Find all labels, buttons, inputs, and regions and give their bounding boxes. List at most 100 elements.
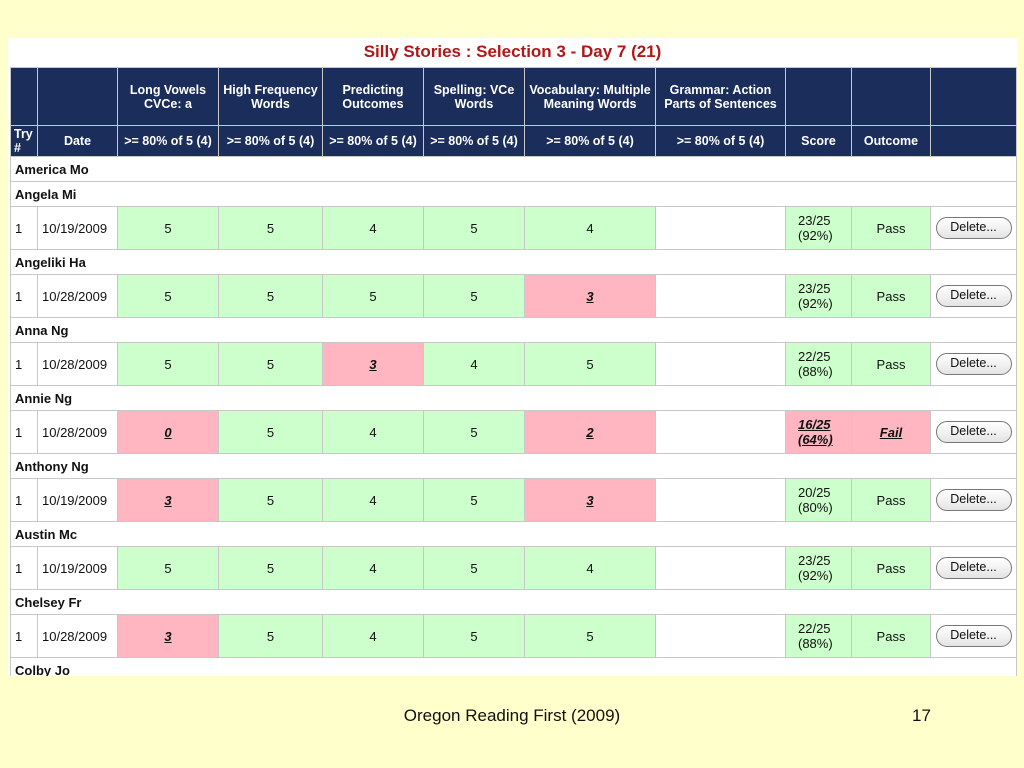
score-fraction: 22/25 — [798, 621, 831, 636]
skill-score-cell: 4 — [322, 546, 424, 590]
outcome-header: Outcome — [851, 125, 931, 157]
skill-score-cell: 5 — [423, 478, 525, 522]
student-name-row: Chelsey Fr — [10, 589, 1017, 615]
skill-score-cell — [655, 546, 786, 590]
attempt-date: 10/28/2009 — [37, 274, 118, 318]
student-name-row: Angela Mi — [10, 181, 1017, 207]
student-name: Austin Mc — [10, 521, 1017, 547]
actions-cell: Delete... — [930, 206, 1017, 250]
skill-score-cell: 5 — [218, 274, 323, 318]
skill-score-cell: 5 — [218, 546, 323, 590]
skill-score-cell: 4 — [322, 206, 424, 250]
skill-score-cell: 0 — [117, 410, 219, 454]
criteria-header: >= 80% of 5 (4) — [655, 125, 786, 157]
report-title: Silly Stories : Selection 3 - Day 7 (21) — [8, 38, 1017, 68]
score-percent: (80%) — [798, 500, 833, 515]
skill-score-cell — [655, 614, 786, 658]
skill-score-cell — [655, 478, 786, 522]
skill-header-high-frequency: High Frequency Words — [218, 67, 323, 126]
outcome-cell: Pass — [851, 478, 931, 522]
attempt-row: 1 10/19/2009 5 5 4 5 4 23/25 (92%) Pass Delete... — [10, 206, 1017, 250]
criteria-header: >= 80% of 5 (4) — [322, 125, 424, 157]
student-name-row: Anthony Ng — [10, 453, 1017, 479]
total-score-cell: 23/25 (92%) — [785, 206, 852, 250]
try-number: 1 — [10, 478, 38, 522]
skill-score-cell: 5 — [423, 274, 525, 318]
actions-cell: Delete... — [930, 342, 1017, 386]
student-name: Annie Ng — [10, 385, 1017, 411]
page-number: 17 — [912, 706, 931, 725]
delete-button[interactable]: Delete... — [935, 217, 1012, 239]
skill-header-predicting: Predicting Outcomes — [322, 67, 424, 126]
actions-cell: Delete... — [930, 274, 1017, 318]
delete-button[interactable]: Delete... — [935, 557, 1012, 579]
try-number: 1 — [10, 614, 38, 658]
student-name-row: Angeliki Ha — [10, 249, 1017, 275]
total-score-cell: 22/25 (88%) — [785, 342, 852, 386]
score-fraction: 23/25 — [798, 213, 831, 228]
header-row-skills: Long Vowels CVCe: a High Frequency Words… — [10, 67, 1017, 126]
footer-source: Oregon Reading First (2009) — [403, 706, 621, 725]
student-name-row: Anna Ng — [10, 317, 1017, 343]
scores-body: America Mo Angela Mi 1 10/19/2009 5 5 4 5 4 23/25… — [10, 156, 1017, 676]
skill-header-spelling: Spelling: VCe Words — [423, 67, 525, 126]
try-number: 1 — [10, 206, 38, 250]
skill-score-cell: 3 — [322, 342, 424, 386]
skill-score-cell — [655, 206, 786, 250]
student-name: Colby Jo — [10, 657, 1017, 676]
delete-button[interactable]: Delete... — [935, 285, 1012, 307]
skill-score-cell: 5 — [117, 546, 219, 590]
attempt-row: 1 10/28/2009 0 5 4 5 2 16/25 (64%) Fail Delete... — [10, 410, 1017, 454]
attempt-date: 10/28/2009 — [37, 614, 118, 658]
header-blank-actions — [930, 67, 1017, 126]
score-percent: (92%) — [798, 568, 833, 583]
skill-score-cell: 4 — [524, 206, 656, 250]
actions-cell: Delete... — [930, 614, 1017, 658]
skill-score-cell: 3 — [117, 478, 219, 522]
skill-score-cell: 3 — [524, 274, 656, 318]
skill-score-cell: 4 — [322, 410, 424, 454]
score-percent: (92%) — [798, 296, 833, 311]
scores-table: Long Vowels CVCe: a High Frequency Words… — [10, 67, 1017, 676]
outcome-cell: Pass — [851, 206, 931, 250]
criteria-header: >= 80% of 5 (4) — [117, 125, 219, 157]
student-name-row: America Mo — [10, 156, 1017, 182]
header-blank-score — [785, 67, 852, 126]
score-fraction: 20/25 — [798, 485, 831, 500]
skill-score-cell: 4 — [322, 478, 424, 522]
skill-score-cell: 5 — [423, 614, 525, 658]
delete-button[interactable]: Delete... — [935, 625, 1012, 647]
attempt-date: 10/19/2009 — [37, 478, 118, 522]
student-name: Angeliki Ha — [10, 249, 1017, 275]
skill-score-cell: 5 — [524, 342, 656, 386]
skill-score-cell — [655, 410, 786, 454]
skill-score-cell: 4 — [524, 546, 656, 590]
skill-score-cell: 2 — [524, 410, 656, 454]
actions-cell: Delete... — [930, 410, 1017, 454]
header-blank-try — [10, 67, 38, 126]
actions-cell: Delete... — [930, 478, 1017, 522]
skill-score-cell: 5 — [117, 342, 219, 386]
score-fraction: 23/25 — [798, 281, 831, 296]
skill-score-cell: 4 — [322, 614, 424, 658]
student-name: Angela Mi — [10, 181, 1017, 207]
delete-button[interactable]: Delete... — [935, 421, 1012, 443]
delete-button[interactable]: Delete... — [935, 489, 1012, 511]
attempt-date: 10/28/2009 — [37, 342, 118, 386]
student-name: Chelsey Fr — [10, 589, 1017, 615]
skill-score-cell: 3 — [117, 614, 219, 658]
header-blank-outcome — [851, 67, 931, 126]
attempt-row: 1 10/19/2009 3 5 4 5 3 20/25 (80%) Pass Delete... — [10, 478, 1017, 522]
header-blank-actions — [930, 125, 1017, 157]
skill-score-cell: 4 — [423, 342, 525, 386]
skill-score-cell: 5 — [218, 206, 323, 250]
header-blank-date — [37, 67, 118, 126]
score-percent: (88%) — [798, 636, 833, 651]
header-row-criteria: Try # Date >= 80% of 5 (4) >= 80% of 5 (… — [10, 125, 1017, 157]
student-name-row: Austin Mc — [10, 521, 1017, 547]
attempt-row: 1 10/28/2009 3 5 4 5 5 22/25 (88%) Pass Delete... — [10, 614, 1017, 658]
delete-button[interactable]: Delete... — [935, 353, 1012, 375]
criteria-header: >= 80% of 5 (4) — [423, 125, 525, 157]
student-name: Anna Ng — [10, 317, 1017, 343]
outcome-cell: Pass — [851, 546, 931, 590]
